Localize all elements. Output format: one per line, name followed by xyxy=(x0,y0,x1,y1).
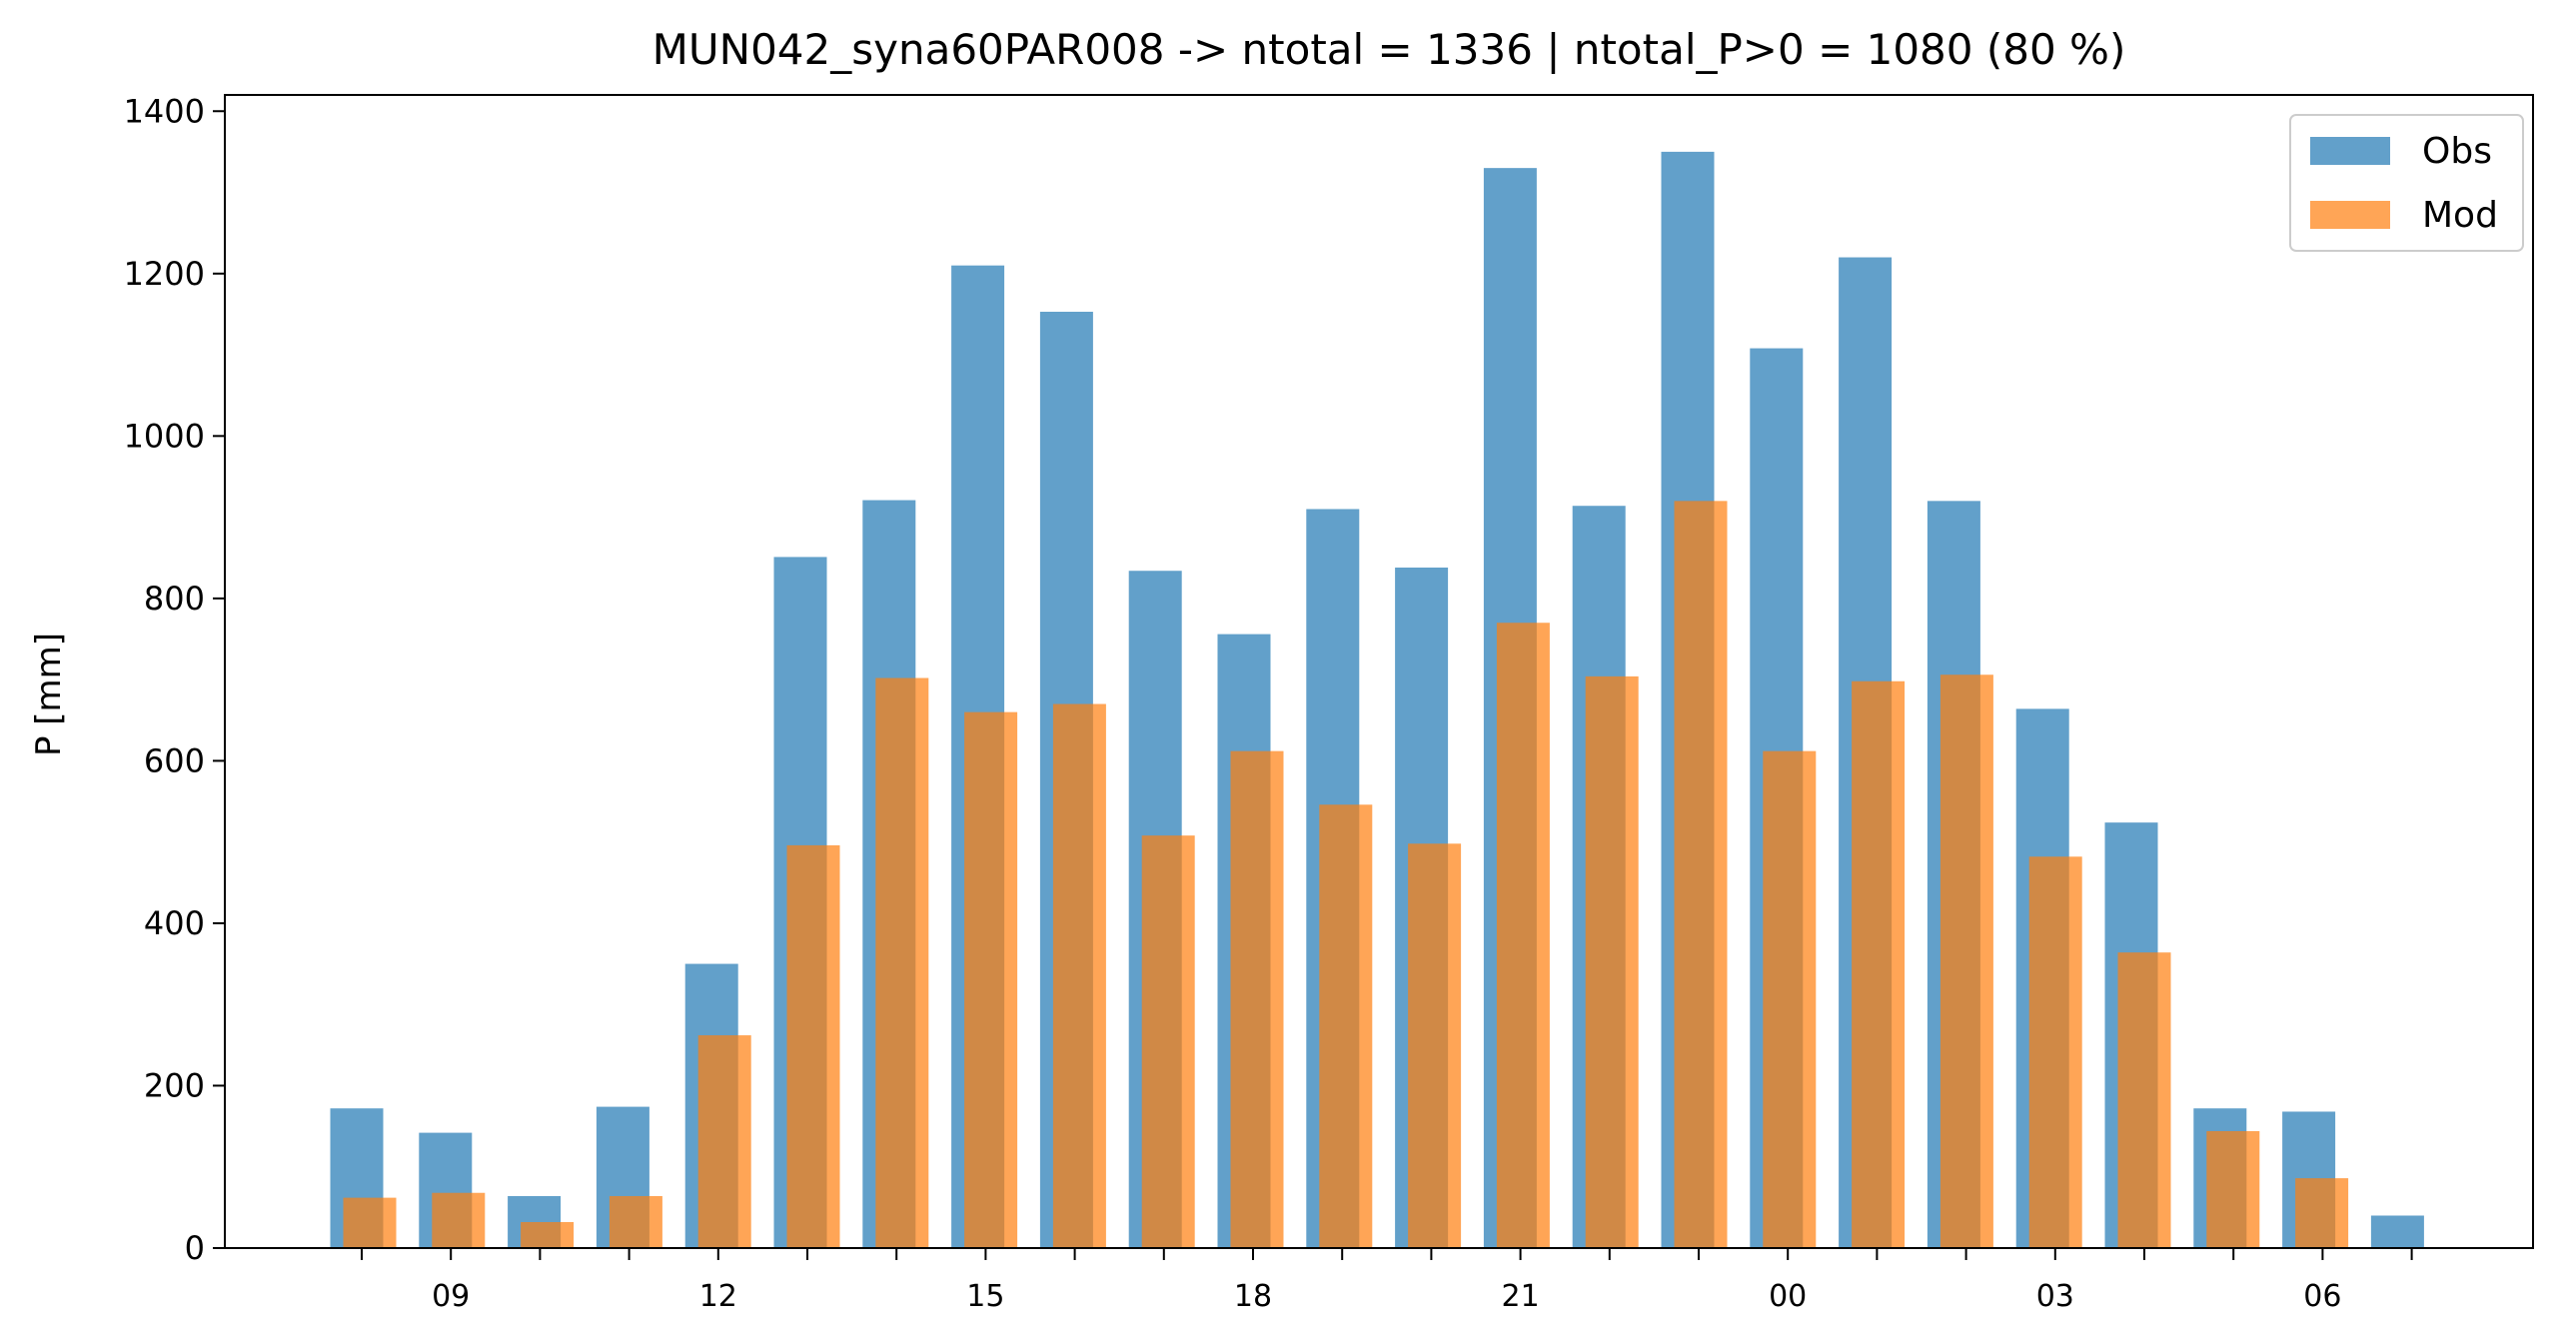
mod-bar-17 xyxy=(1141,835,1195,1248)
mod-bar-23 xyxy=(1674,501,1728,1249)
y-tick-label: 0 xyxy=(185,1229,205,1267)
mod-bar-01 xyxy=(1852,680,1906,1248)
mod-bar-05 xyxy=(2206,1130,2260,1248)
x-tick-label-06: 06 xyxy=(2303,1279,2341,1314)
x-tick-label-09: 09 xyxy=(432,1279,470,1314)
y-tick-label: 200 xyxy=(144,1066,205,1104)
mod-bar-04 xyxy=(2117,952,2171,1248)
obs-bar-07 xyxy=(2370,1215,2424,1248)
bars-layer xyxy=(330,151,2424,1249)
mod-bar-13 xyxy=(786,844,840,1248)
mod-bar-20 xyxy=(1408,843,1462,1248)
x-tick-label-21: 21 xyxy=(1502,1279,1540,1314)
x-tick-label-03: 03 xyxy=(2036,1279,2074,1314)
mod-bar-22 xyxy=(1585,675,1639,1248)
mod-bar-03 xyxy=(2028,856,2082,1248)
y-tick-label: 1400 xyxy=(124,92,205,130)
x-tick-label-12: 12 xyxy=(699,1279,737,1314)
mod-bar-19 xyxy=(1319,804,1373,1248)
legend: Obs Mod xyxy=(2289,114,2524,252)
legend-swatch-obs xyxy=(2310,137,2390,165)
chart-title: MUN042_syna60PAR008 -> ntotal = 1336 | n… xyxy=(652,25,2126,74)
y-tick-label: 1000 xyxy=(124,417,205,455)
mod-bar-18 xyxy=(1230,750,1284,1248)
y-tick-label: 600 xyxy=(144,741,205,779)
plot-frame xyxy=(224,94,2534,1249)
legend-label-obs: Obs xyxy=(2422,131,2492,172)
y-axis-label: P [mm] xyxy=(29,633,69,756)
mod-bar-14 xyxy=(875,677,929,1248)
x-tick-label-00: 00 xyxy=(1769,1279,1807,1314)
mod-bar-21 xyxy=(1496,623,1550,1248)
mod-bar-10 xyxy=(521,1221,575,1248)
legend-swatch-mod xyxy=(2310,201,2390,229)
y-tick-label: 1200 xyxy=(124,255,205,293)
mod-bar-12 xyxy=(697,1035,751,1248)
mod-bar-00 xyxy=(1763,750,1817,1248)
y-tick-label: 400 xyxy=(144,904,205,942)
mod-bar-11 xyxy=(609,1195,662,1248)
mod-bar-15 xyxy=(964,711,1018,1248)
mod-bar-06 xyxy=(2295,1178,2349,1248)
x-axis: 09 12 15 18 21 00 03 06 xyxy=(361,1248,2413,1314)
mod-bar-08 xyxy=(343,1197,397,1248)
y-tick-label: 800 xyxy=(144,580,205,618)
mod-bar-16 xyxy=(1052,703,1106,1248)
x-tick-label-18: 18 xyxy=(1234,1279,1272,1314)
mod-bar-09 xyxy=(432,1192,486,1248)
x-tick-label-15: 15 xyxy=(966,1279,1004,1314)
legend-label-mod: Mod xyxy=(2422,195,2498,236)
mod-bar-02 xyxy=(1939,674,1993,1248)
y-axis: 0 200 400 600 800 1000 1200 1400 xyxy=(124,92,225,1267)
